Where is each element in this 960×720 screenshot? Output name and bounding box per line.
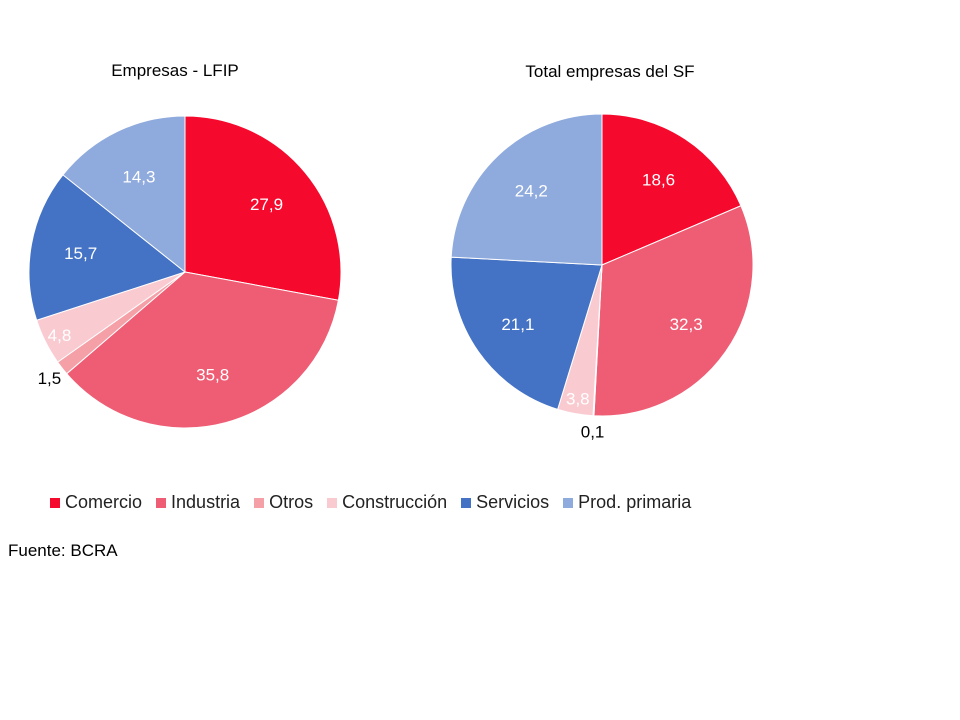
pie-slice-comercio	[184, 115, 342, 301]
legend-item-construccion: Construcción	[327, 492, 447, 513]
legend-item-comercio: Comercio	[50, 492, 142, 513]
chart-title: Total empresas del SF	[525, 62, 694, 81]
legend: Comercio Industria Otros Construcción Se…	[50, 492, 691, 513]
legend-label: Industria	[171, 492, 241, 512]
legend-swatch	[461, 497, 472, 508]
data-label: 3,8	[566, 390, 590, 409]
data-label: 27,9	[250, 195, 283, 214]
pie-slice-prod-primaria	[450, 113, 603, 266]
data-label: 32,3	[670, 315, 703, 334]
legend-label: Prod. primaria	[578, 492, 692, 512]
data-label: 14,3	[122, 167, 155, 186]
legend-label: Comercio	[65, 492, 143, 512]
pie-slice-servicios	[450, 256, 603, 410]
legend-swatch	[563, 497, 574, 508]
data-label: 35,8	[196, 365, 229, 384]
legend-swatch	[156, 497, 167, 508]
data-label: 15,7	[64, 244, 97, 263]
pie-slice-prod-primaria	[62, 115, 186, 274]
source-note: Fuente: BCRA	[8, 541, 118, 560]
data-label: 24,2	[515, 182, 548, 201]
legend-label: Servicios	[476, 492, 550, 512]
legend-swatch	[254, 497, 265, 508]
pie-slice-servicios	[28, 174, 187, 321]
pie-slice-industria	[593, 205, 754, 417]
legend-item-industria: Industria	[156, 492, 240, 513]
data-label: 0,1	[581, 423, 605, 442]
chart-title: Empresas - LFIP	[111, 61, 239, 80]
legend-label: Otros	[269, 492, 314, 512]
legend-label: Construcción	[342, 492, 448, 512]
data-label: 4,8	[48, 326, 72, 345]
legend-item-prod-primaria: Prod. primaria	[563, 492, 691, 513]
legend-item-servicios: Servicios	[461, 492, 549, 513]
legend-item-otros: Otros	[254, 492, 313, 513]
legend-swatch	[50, 497, 60, 508]
pie-slice-industria	[65, 271, 339, 429]
data-label: 18,6	[642, 170, 675, 189]
pie-slice-comercio	[601, 113, 742, 266]
legend-swatch	[327, 497, 338, 508]
data-label: 1,5	[38, 369, 62, 388]
data-label: 21,1	[501, 315, 534, 334]
